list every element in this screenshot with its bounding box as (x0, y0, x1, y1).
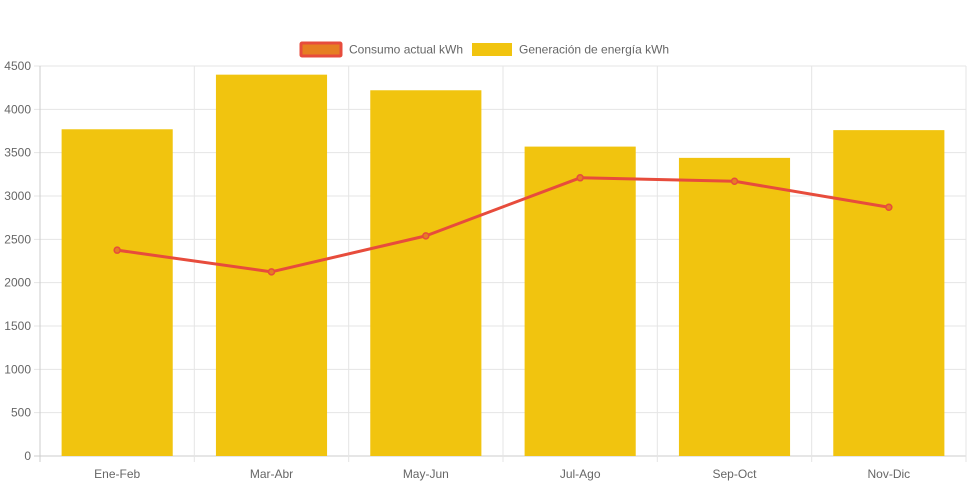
consumption-line (113, 174, 893, 276)
y-tick-label: 4000 (4, 102, 31, 116)
consumption-line-path (116, 176, 890, 274)
bars (61, 74, 945, 457)
y-tick-label: 3500 (4, 146, 31, 160)
legend-item-consumo[interactable]: Consumo actual kWh (299, 41, 463, 58)
x-tick-label: Ene-Feb (94, 467, 140, 481)
legend-swatch-consumo (299, 41, 343, 58)
y-tick-label: 2000 (4, 276, 31, 290)
y-tick-label: 4500 (4, 59, 31, 73)
generation-bar[interactable] (61, 129, 173, 456)
consumption-point[interactable] (113, 246, 121, 254)
x-tick-label: Jul-Ago (560, 467, 601, 481)
legend-swatch-generacion (472, 43, 512, 56)
y-axis-ticks: 0 500 1000 1500 2000 2500 3000 3500 4000 4500 (4, 59, 31, 463)
legend-item-generacion[interactable]: Generación de energía kWh (472, 43, 669, 57)
x-tick-label: Mar-Abr (250, 467, 293, 481)
legend-label-generacion: Generación de energía kWh (519, 43, 669, 57)
consumption-point[interactable] (885, 203, 893, 212)
legend-label-consumo: Consumo actual kWh (349, 43, 463, 57)
x-tick-label: Sep-Oct (712, 467, 757, 481)
y-tick-label: 1500 (4, 319, 31, 333)
x-tick-label: May-Jun (403, 467, 449, 481)
y-tick-label: 500 (11, 406, 31, 420)
y-tick-label: 3000 (4, 189, 31, 203)
consumption-point[interactable] (730, 177, 739, 186)
y-tick-label: 2500 (4, 232, 31, 246)
consumption-point[interactable] (422, 232, 430, 240)
generation-bar[interactable] (370, 90, 482, 457)
consumption-point[interactable] (267, 268, 276, 276)
grid (34, 65, 967, 462)
generation-bar[interactable] (524, 146, 636, 456)
legend[interactable]: Consumo actual kWh Generación de energía… (299, 41, 669, 58)
y-tick-label: 1000 (4, 362, 31, 376)
x-tick-label: Nov-Dic (867, 467, 910, 481)
consumption-point[interactable] (576, 174, 584, 182)
y-tick-label: 0 (24, 449, 31, 463)
generation-bar[interactable] (678, 157, 791, 456)
generation-bar[interactable] (833, 130, 945, 456)
x-axis-ticks: Ene-Feb Mar-Abr May-Jun Jul-Ago Sep-Oct Nov-D… (94, 467, 910, 481)
